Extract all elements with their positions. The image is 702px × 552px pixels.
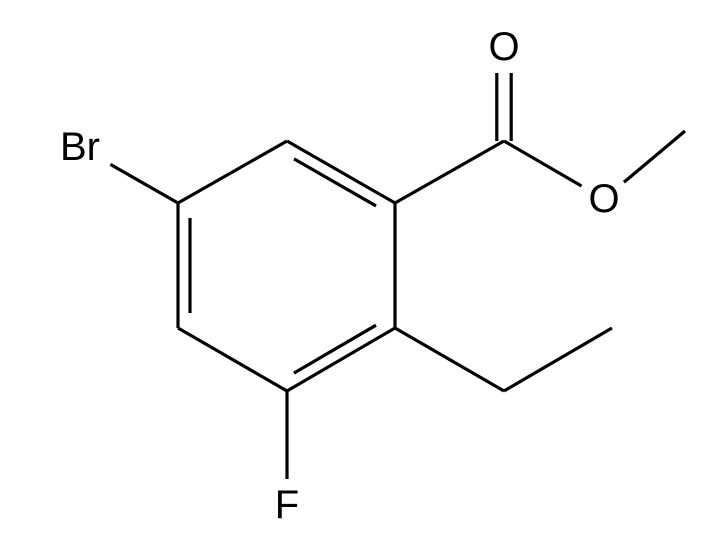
bond — [178, 328, 287, 391]
atom-label-o: O — [488, 25, 519, 69]
bond — [395, 141, 504, 203]
bond — [287, 141, 395, 203]
bond — [294, 325, 376, 373]
bond — [178, 141, 287, 203]
bond — [504, 141, 582, 186]
atom-label-f: F — [275, 483, 299, 527]
bond — [110, 164, 178, 203]
bond — [624, 131, 685, 182]
bond — [294, 159, 376, 206]
bond — [287, 328, 395, 391]
bond — [504, 328, 612, 391]
atom-label-br: Br — [60, 125, 100, 169]
bond — [395, 328, 504, 391]
atom-label-o: O — [588, 177, 619, 221]
molecule-diagram: Br F O O — [0, 0, 702, 552]
